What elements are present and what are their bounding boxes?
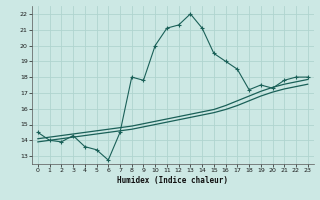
X-axis label: Humidex (Indice chaleur): Humidex (Indice chaleur) — [117, 176, 228, 185]
